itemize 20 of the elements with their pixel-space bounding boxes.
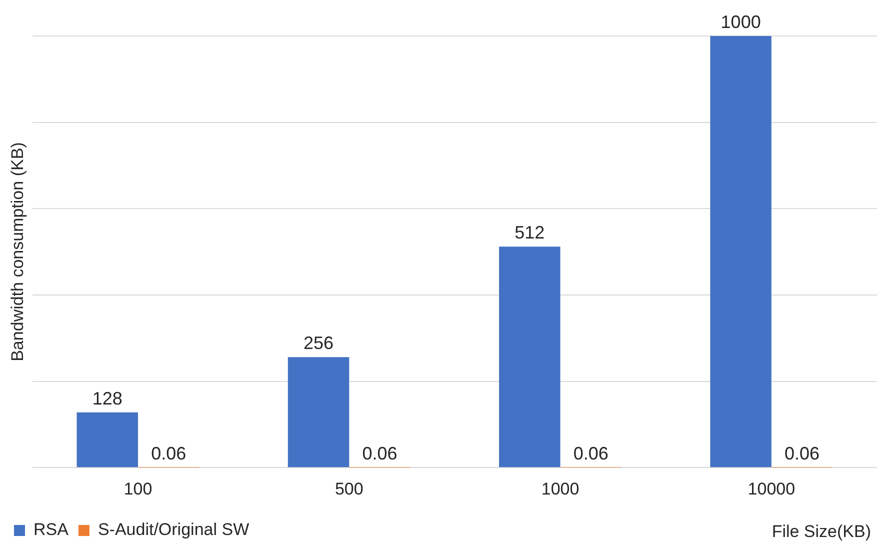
data-label: 128 — [92, 388, 122, 408]
x-tick-label: 100 — [124, 479, 152, 498]
bar — [288, 357, 350, 468]
data-label: 0.06 — [362, 444, 398, 464]
data-label: 512 — [514, 222, 545, 243]
legend-label: RSA — [34, 520, 70, 540]
bar — [499, 246, 560, 468]
data-label: 256 — [303, 333, 334, 354]
x-tick-label: 1000 — [541, 479, 580, 498]
y-axis-title: Bandwidth consumption (KB) — [8, 142, 27, 362]
x-tick-label: 500 — [334, 479, 364, 498]
data-label: 0.06 — [151, 444, 186, 464]
bar — [710, 36, 772, 468]
x-tick-label: 10000 — [748, 479, 796, 498]
bar — [76, 412, 138, 468]
data-label: 0.06 — [573, 444, 608, 464]
data-label: 0.06 — [784, 444, 820, 464]
data-label: 1000 — [720, 12, 761, 32]
legend-label: S-Audit/Original SW — [98, 520, 250, 540]
x-axis-title: File Size(KB) — [772, 522, 871, 542]
